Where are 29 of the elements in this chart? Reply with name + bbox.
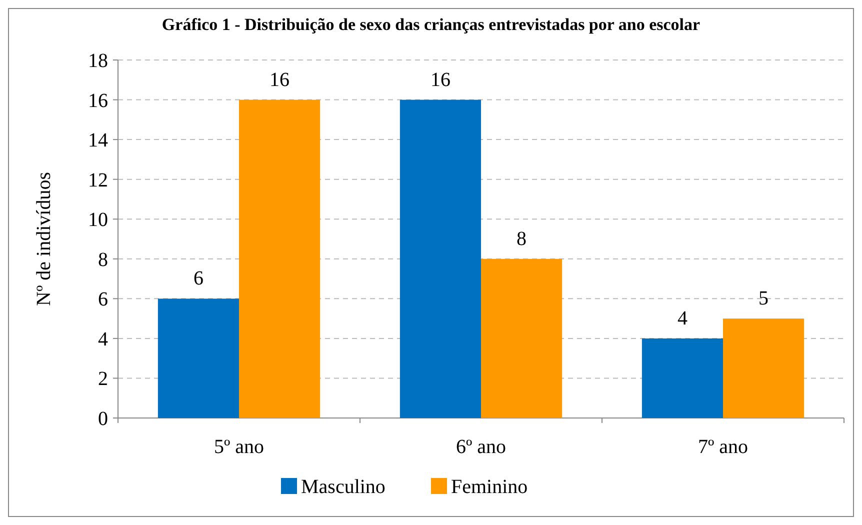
y-tick-label: 4 — [98, 328, 108, 350]
y-tick-label: 6 — [98, 288, 108, 311]
y-tick-label: 14 — [88, 130, 108, 152]
y-tick-label: 12 — [88, 169, 108, 192]
y-tick-label: 10 — [88, 209, 108, 232]
data-label: 6 — [193, 268, 204, 290]
x-tick-label: 5º ano — [214, 436, 264, 458]
y-tick-label: 18 — [88, 50, 108, 72]
y-tick-label: 2 — [98, 368, 108, 390]
x-tick-label: 7º ano — [698, 436, 748, 458]
chart-title: Gráfico 1 - Distribuição de sexo das crianças entrevistadas por ano escolar — [162, 15, 701, 34]
bar — [158, 298, 239, 418]
y-tick-label: 0 — [98, 408, 108, 430]
y-tick-label: 16 — [88, 90, 108, 112]
bar — [481, 258, 562, 418]
bar — [642, 338, 723, 418]
data-label: 4 — [677, 307, 688, 330]
data-label: 8 — [516, 228, 527, 250]
legend-label: Feminino — [451, 476, 528, 498]
data-label: 16 — [270, 68, 290, 91]
data-label: 16 — [430, 68, 450, 91]
legend-label: Masculino — [301, 476, 386, 498]
x-tick-label: 6º ano — [456, 436, 506, 458]
bar — [400, 100, 481, 418]
data-label: 5 — [758, 288, 769, 310]
y-axis-title: Nº de indivíduos — [33, 172, 55, 306]
bar — [239, 100, 320, 418]
bar — [723, 318, 804, 418]
y-tick-label: 8 — [98, 248, 108, 271]
